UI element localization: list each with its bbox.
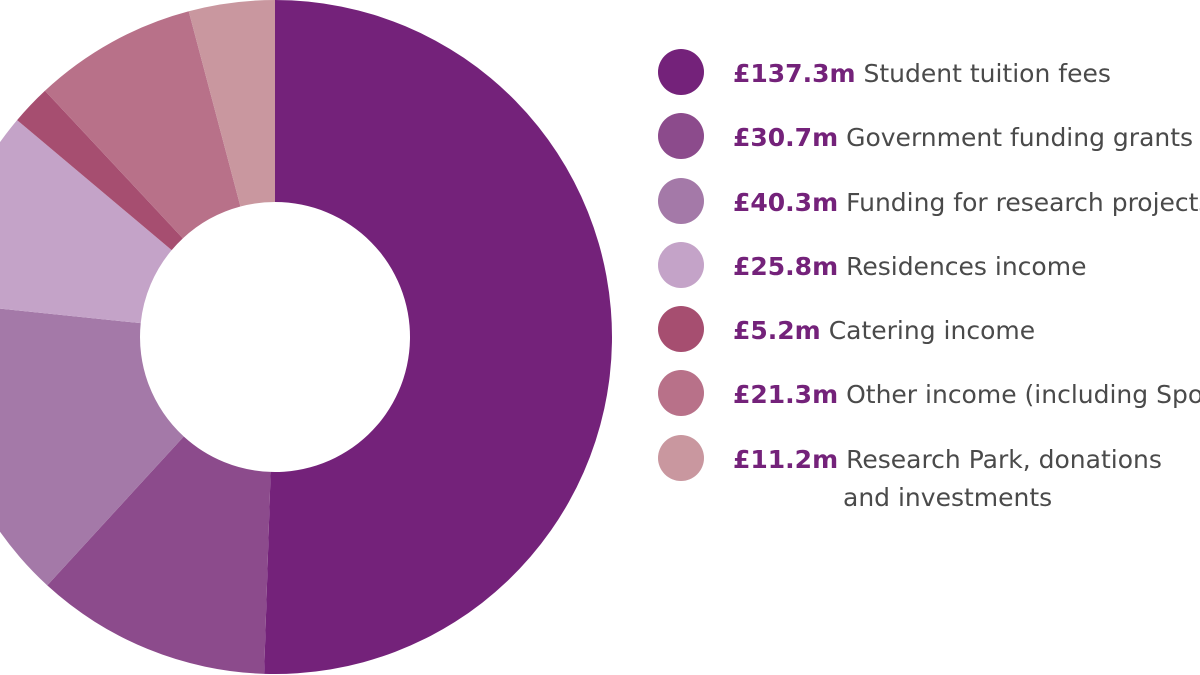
legend-amount-other-income: £21.3m (733, 380, 839, 410)
legend-label-research-park-cont: and investments (843, 482, 1053, 512)
legend-amount-residences: £25.8m (733, 251, 839, 281)
legend-item-government-grants: £30.7m Government funding grants (658, 110, 1200, 174)
legend-swatch-other-income (658, 370, 704, 417)
legend-label-tuition: Student tuition fees (863, 59, 1111, 88)
legend-amount-catering: £5.2m (733, 316, 821, 346)
legend-amount-tuition: £137.3m (733, 59, 856, 88)
legend-label-other-income: Other income (including Sports (846, 380, 1200, 410)
legend-swatch-government-grants (658, 113, 704, 160)
legend-label-research-funding: Funding for research projects (846, 187, 1200, 217)
legend-item-catering: £5.2m Catering income (658, 303, 1200, 367)
donut-chart (0, 0, 612, 674)
legend-swatch-residences (658, 241, 704, 288)
donut-slice-catering (17, 90, 183, 251)
legend-swatch-research-park (658, 434, 704, 481)
legend-item-other-income: £21.3m Other income (including Sports (658, 367, 1200, 431)
legend-amount-government-grants: £30.7m (733, 123, 839, 153)
legend-item-tuition: £137.3m Student tuition fees (658, 46, 1200, 110)
donut-slice-research-funding (0, 308, 184, 586)
legend-swatch-catering (658, 306, 704, 353)
donut-slice-research-park (188, 0, 275, 207)
legend-label-research-park: Research Park, donations (846, 444, 1162, 474)
legend-label-catering: Catering income (828, 316, 1036, 346)
legend-swatch-tuition (658, 49, 704, 95)
legend-swatch-research-funding (658, 177, 704, 224)
legend-label-residences: Residences income (846, 251, 1087, 281)
donut-slice-government-grants (47, 436, 271, 674)
legend-amount-research-park: £11.2m (733, 444, 839, 474)
legend-item-research-park: £11.2m Research Park, donations and inve… (658, 432, 1200, 512)
legend: £137.3m Student tuition fees £30.7m Gove… (658, 46, 1200, 512)
donut-slice-residences (0, 120, 172, 324)
donut-svg (0, 0, 612, 674)
legend-item-research-funding: £40.3m Funding for research projects (658, 175, 1200, 239)
legend-item-residences: £25.8m Residences income (658, 239, 1200, 303)
legend-label-government-grants: Government funding grants (846, 123, 1194, 153)
donut-slice-other-income (44, 11, 241, 239)
donut-slice-tuition (264, 0, 612, 674)
legend-amount-research-funding: £40.3m (733, 187, 839, 217)
